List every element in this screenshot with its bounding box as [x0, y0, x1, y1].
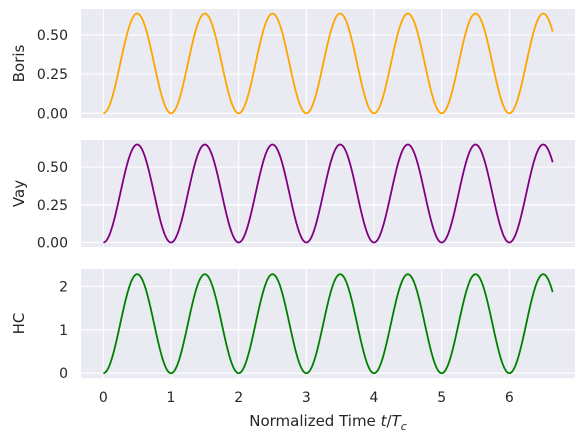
series-line-boris	[102, 12, 554, 115]
x-tick-label: 5	[437, 390, 446, 406]
y-tick-label: 0.25	[37, 198, 68, 214]
y-tick-label: 0.00	[37, 106, 68, 122]
subplot-boris: 0.00 0.25 0.50 Boris	[10, 9, 575, 122]
y-tick-label: 0.25	[37, 67, 68, 83]
x-tick-label: 4	[370, 390, 379, 406]
y-tick-label: 1	[59, 323, 68, 339]
y-tick-label: 2	[59, 279, 68, 295]
y-tick-label: 0.50	[37, 28, 68, 44]
y-tick-label: 0.50	[37, 160, 68, 176]
y-tick-label: 0.00	[37, 235, 68, 251]
x-tick-label: 6	[505, 390, 514, 406]
subplot-vay: 0.00 0.25 0.50 Vay	[10, 140, 575, 251]
plot-area	[81, 9, 575, 118]
y-axis-label: Vay	[10, 180, 28, 207]
x-tick-label: 1	[167, 390, 176, 406]
subplots: 0.00 0.25 0.50 Boris 0.00 0.25 0.50 Vay 0 1 2 HC 0 1 2…	[10, 9, 575, 431]
x-tick-label: 2	[234, 390, 243, 406]
y-axis-label: Boris	[10, 45, 28, 83]
series-line-hc	[102, 273, 554, 375]
y-axis-label: HC	[10, 313, 28, 335]
subplot-hc: 0 1 2 HC 0 1 2 3 4 5 6 Normalized Time t/Tc	[10, 269, 575, 431]
x-tick-label: 0	[99, 390, 108, 406]
x-tick-label: 3	[302, 390, 311, 406]
x-axis-label: Normalized Time t/Tc	[249, 412, 407, 431]
y-tick-label: 0	[59, 366, 68, 382]
series-line-vay	[102, 143, 554, 244]
plot-area	[81, 269, 575, 378]
